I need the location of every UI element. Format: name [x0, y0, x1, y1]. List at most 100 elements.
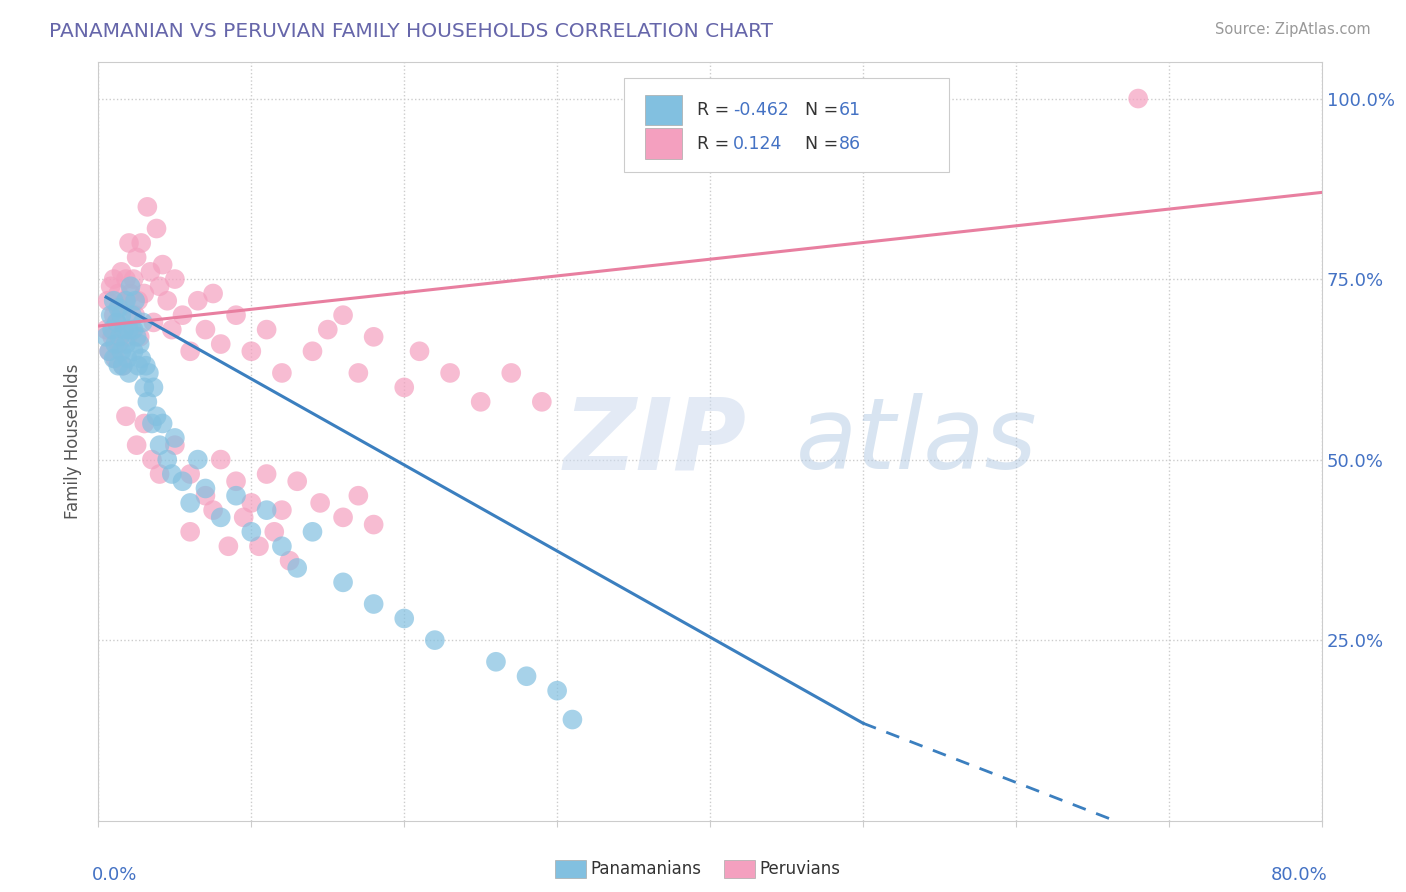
- Point: [194, 482, 217, 496]
- Point: [136, 200, 159, 214]
- Point: [98, 344, 121, 359]
- Point: [485, 655, 508, 669]
- Point: [561, 713, 583, 727]
- Point: [129, 235, 152, 250]
- Point: [103, 293, 125, 308]
- Point: [110, 344, 132, 359]
- Text: N =: N =: [794, 135, 844, 153]
- Point: [217, 539, 239, 553]
- Point: [94, 323, 117, 337]
- Point: [1128, 91, 1150, 105]
- Point: [439, 366, 461, 380]
- Point: [530, 394, 553, 409]
- Point: [179, 344, 201, 359]
- Point: [392, 611, 416, 625]
- Point: [202, 286, 225, 301]
- Point: [232, 510, 254, 524]
- Point: [392, 380, 416, 394]
- Point: [156, 452, 179, 467]
- Point: [94, 330, 117, 344]
- Text: -0.462: -0.462: [734, 101, 789, 120]
- Point: [124, 308, 146, 322]
- Point: [139, 265, 162, 279]
- Point: [115, 337, 138, 351]
- Point: [115, 409, 138, 424]
- Point: [285, 475, 308, 489]
- Point: [142, 315, 165, 329]
- Bar: [645, 95, 682, 126]
- Point: [141, 417, 163, 431]
- Point: [107, 337, 129, 351]
- Point: [160, 323, 183, 337]
- Point: [149, 438, 172, 452]
- Point: [209, 452, 232, 467]
- Point: [134, 286, 156, 301]
- Point: [127, 359, 149, 373]
- Point: [100, 308, 122, 322]
- Point: [108, 301, 131, 315]
- Point: [163, 438, 186, 452]
- Point: [501, 366, 523, 380]
- Point: [285, 561, 308, 575]
- Point: [163, 272, 186, 286]
- Point: [240, 524, 263, 539]
- Point: [118, 323, 141, 337]
- Point: [125, 251, 148, 265]
- Point: [179, 524, 201, 539]
- Point: [111, 359, 134, 373]
- Point: [121, 308, 143, 322]
- Point: [149, 279, 172, 293]
- Point: [225, 308, 247, 322]
- Point: [118, 366, 141, 380]
- Point: [124, 293, 146, 308]
- Point: [101, 330, 124, 344]
- Point: [270, 366, 292, 380]
- Point: [179, 496, 201, 510]
- Point: [172, 308, 194, 322]
- Point: [107, 359, 129, 373]
- Point: [110, 265, 132, 279]
- Point: [194, 489, 217, 503]
- Point: [278, 554, 301, 568]
- Text: 86: 86: [838, 135, 860, 153]
- Point: [103, 272, 125, 286]
- Point: [332, 510, 354, 524]
- Text: Peruvians: Peruvians: [759, 860, 841, 878]
- Point: [128, 337, 150, 351]
- Point: [209, 510, 232, 524]
- Point: [187, 293, 209, 308]
- Point: [138, 366, 160, 380]
- Point: [516, 669, 538, 683]
- Point: [363, 597, 385, 611]
- Point: [120, 279, 142, 293]
- Point: [118, 235, 141, 250]
- Text: 80.0%: 80.0%: [1271, 866, 1327, 884]
- Point: [145, 221, 167, 235]
- Point: [301, 344, 323, 359]
- Point: [101, 323, 124, 337]
- Point: [105, 315, 128, 329]
- Point: [125, 438, 148, 452]
- Point: [122, 323, 145, 337]
- Point: [256, 467, 278, 481]
- Y-axis label: Family Households: Family Households: [65, 364, 83, 519]
- Point: [104, 351, 127, 366]
- Point: [363, 330, 385, 344]
- Text: 0.0%: 0.0%: [93, 866, 138, 884]
- Point: [110, 323, 132, 337]
- Point: [152, 258, 174, 272]
- Point: [240, 496, 263, 510]
- Point: [152, 417, 174, 431]
- Point: [141, 452, 163, 467]
- Point: [132, 315, 155, 329]
- Point: [256, 323, 278, 337]
- Point: [160, 467, 183, 481]
- Point: [163, 431, 186, 445]
- Text: N =: N =: [794, 101, 844, 120]
- Point: [179, 467, 201, 481]
- Point: [97, 293, 120, 308]
- Text: R =: R =: [696, 101, 734, 120]
- Point: [103, 308, 125, 322]
- Point: [142, 380, 165, 394]
- Point: [423, 633, 446, 648]
